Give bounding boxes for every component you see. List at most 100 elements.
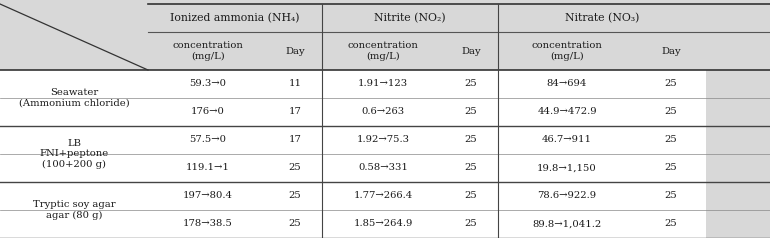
- Bar: [322, 4, 498, 32]
- Bar: [706, 70, 770, 98]
- Text: 1.77→266.4: 1.77→266.4: [353, 192, 413, 200]
- Text: 178→38.5: 178→38.5: [183, 219, 233, 228]
- Bar: [498, 4, 706, 32]
- Bar: [148, 182, 268, 210]
- Bar: [444, 70, 498, 98]
- Text: Seawater
(Ammonium chloride): Seawater (Ammonium chloride): [18, 88, 129, 108]
- Bar: [322, 210, 444, 238]
- Bar: [268, 70, 322, 98]
- Text: 17: 17: [289, 108, 301, 116]
- Text: 25: 25: [665, 135, 678, 144]
- Bar: [498, 98, 636, 126]
- Bar: [636, 154, 706, 182]
- Text: LB
FNI+peptone
(100+200 g): LB FNI+peptone (100+200 g): [39, 139, 109, 169]
- Text: 25: 25: [289, 192, 301, 200]
- Bar: [268, 98, 322, 126]
- Bar: [706, 210, 770, 238]
- Bar: [148, 98, 268, 126]
- Bar: [636, 98, 706, 126]
- Bar: [322, 154, 444, 182]
- Text: 1.91→123: 1.91→123: [358, 79, 408, 89]
- Text: concentration
(mg/L): concentration (mg/L): [347, 41, 418, 61]
- Text: Day: Day: [661, 46, 681, 55]
- Text: 25: 25: [464, 108, 477, 116]
- Text: 1.85→264.9: 1.85→264.9: [353, 219, 413, 228]
- Text: Tryptic soy agar
agar (80 g): Tryptic soy agar agar (80 g): [32, 200, 115, 220]
- Text: 1.92→75.3: 1.92→75.3: [357, 135, 410, 144]
- Text: 89.8→1,041.2: 89.8→1,041.2: [532, 219, 601, 228]
- Bar: [148, 210, 268, 238]
- Bar: [498, 70, 636, 98]
- Text: concentration
(mg/L): concentration (mg/L): [172, 41, 243, 61]
- Text: Day: Day: [285, 46, 305, 55]
- Bar: [636, 182, 706, 210]
- Bar: [498, 154, 636, 182]
- Text: 25: 25: [464, 79, 477, 89]
- Text: 57.5→0: 57.5→0: [189, 135, 226, 144]
- Bar: [706, 98, 770, 126]
- Bar: [0, 4, 148, 70]
- Text: 25: 25: [665, 164, 678, 173]
- Bar: [444, 126, 498, 154]
- Text: 25: 25: [464, 164, 477, 173]
- Text: concentration
(mg/L): concentration (mg/L): [531, 41, 602, 61]
- Text: 25: 25: [464, 219, 477, 228]
- Text: 197→80.4: 197→80.4: [183, 192, 233, 200]
- Bar: [444, 32, 498, 70]
- Text: Nitrate (NO₃): Nitrate (NO₃): [565, 13, 639, 23]
- Bar: [444, 182, 498, 210]
- Text: 25: 25: [464, 135, 477, 144]
- Bar: [636, 210, 706, 238]
- Bar: [706, 182, 770, 210]
- Bar: [0, 182, 148, 238]
- Bar: [322, 98, 444, 126]
- Bar: [706, 154, 770, 182]
- Bar: [706, 126, 770, 154]
- Text: 25: 25: [665, 192, 678, 200]
- Bar: [268, 154, 322, 182]
- Bar: [0, 126, 148, 182]
- Bar: [268, 210, 322, 238]
- Bar: [268, 126, 322, 154]
- Bar: [148, 154, 268, 182]
- Text: 17: 17: [289, 135, 301, 144]
- Bar: [498, 32, 636, 70]
- Bar: [636, 126, 706, 154]
- Bar: [498, 182, 636, 210]
- Bar: [444, 98, 498, 126]
- Text: 25: 25: [665, 79, 678, 89]
- Text: 25: 25: [289, 164, 301, 173]
- Text: Nitrite (NO₂): Nitrite (NO₂): [374, 13, 446, 23]
- Text: 11: 11: [289, 79, 302, 89]
- Bar: [444, 210, 498, 238]
- Bar: [706, 32, 770, 70]
- Bar: [636, 70, 706, 98]
- Text: 44.9→472.9: 44.9→472.9: [537, 108, 597, 116]
- Bar: [0, 70, 148, 126]
- Text: 78.6→922.9: 78.6→922.9: [537, 192, 597, 200]
- Bar: [322, 126, 444, 154]
- Text: 25: 25: [464, 192, 477, 200]
- Bar: [148, 32, 268, 70]
- Bar: [322, 32, 444, 70]
- Bar: [148, 70, 268, 98]
- Text: 46.7→911: 46.7→911: [542, 135, 592, 144]
- Bar: [268, 32, 322, 70]
- Text: Day: Day: [461, 46, 480, 55]
- Bar: [498, 210, 636, 238]
- Text: 84→694: 84→694: [547, 79, 588, 89]
- Bar: [444, 154, 498, 182]
- Text: 0.58→331: 0.58→331: [358, 164, 408, 173]
- Text: 59.3→0: 59.3→0: [189, 79, 226, 89]
- Text: 0.6→263: 0.6→263: [361, 108, 404, 116]
- Bar: [148, 126, 268, 154]
- Bar: [322, 70, 444, 98]
- Bar: [148, 4, 322, 32]
- Bar: [706, 4, 770, 32]
- Bar: [498, 126, 636, 154]
- Text: 25: 25: [289, 219, 301, 228]
- Text: 19.8→1,150: 19.8→1,150: [537, 164, 597, 173]
- Text: Ionized ammonia (NH₄): Ionized ammonia (NH₄): [170, 13, 300, 23]
- Text: 25: 25: [665, 219, 678, 228]
- Bar: [636, 32, 706, 70]
